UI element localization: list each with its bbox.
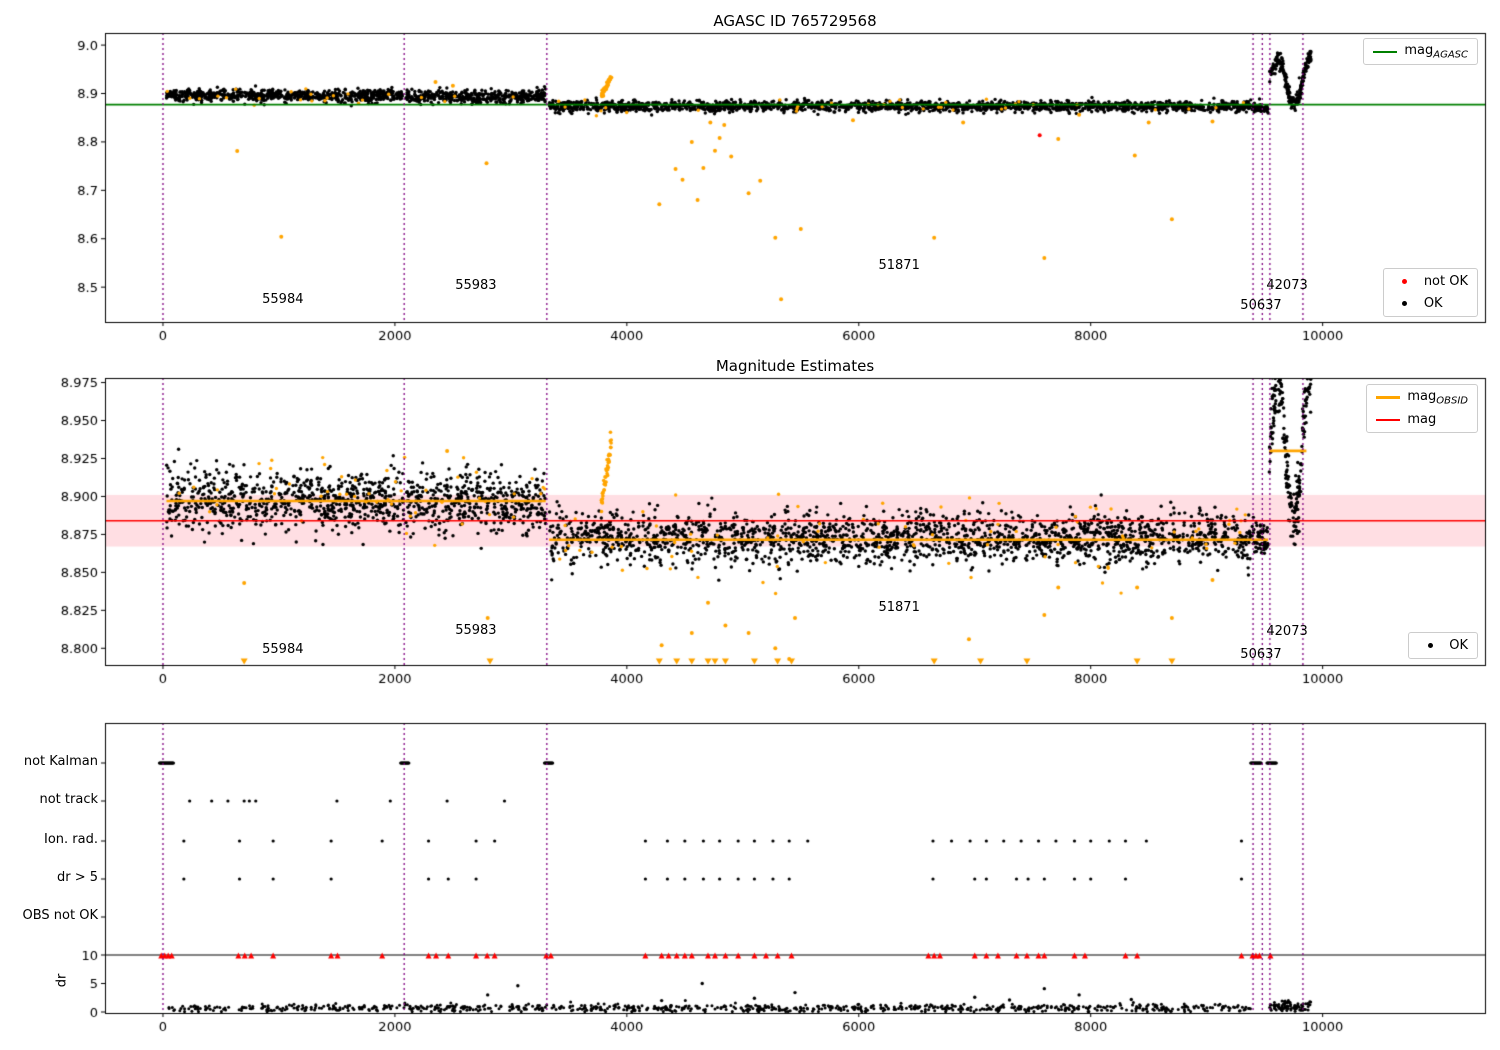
legend-label-mag: mag xyxy=(1407,412,1437,427)
obsid-label: 55984 xyxy=(262,292,304,308)
legend-ok-only: OK xyxy=(1408,632,1478,659)
ok-marker-sample-2 xyxy=(1418,643,1442,648)
legend-entry-not-ok: not OK xyxy=(1393,273,1468,290)
legend-mag-obsid: magOBSID mag xyxy=(1366,384,1478,433)
obsid-label: 42073 xyxy=(1266,278,1308,294)
obsid-label: 42073 xyxy=(1266,624,1308,640)
obsid-label: 50637 xyxy=(1240,646,1282,662)
legend-mag-agasc: magAGASC xyxy=(1363,38,1478,65)
obsid-label: 51871 xyxy=(878,599,920,615)
obsid-label: 50637 xyxy=(1240,298,1282,314)
middle-plot-title: Magnitude Estimates xyxy=(715,357,875,375)
obsid-label: 55983 xyxy=(455,622,497,638)
legend-entry-mag-agasc: magAGASC xyxy=(1373,43,1468,60)
legend-label-not-ok: not OK xyxy=(1423,274,1468,289)
ok-dot-icon xyxy=(1402,301,1408,306)
ytick-not-track: not track xyxy=(39,792,98,807)
ok-dot-icon-2 xyxy=(1427,643,1433,648)
mag-line-sample xyxy=(1376,418,1401,421)
legend-entry-mag-obsid: magOBSID xyxy=(1376,389,1468,406)
obsid-label: 55983 xyxy=(455,278,497,294)
legend-entry-ok: OK xyxy=(1393,295,1468,312)
mag-obsid-line-sample xyxy=(1376,396,1401,399)
dr-axis-label: dr xyxy=(54,973,70,988)
legend-label-mag-obsid: magOBSID xyxy=(1407,388,1468,407)
not-ok-marker-sample xyxy=(1393,279,1417,284)
ytick-ion-rad: Ion. rad. xyxy=(44,832,98,847)
obsid-label: 51871 xyxy=(878,258,920,274)
ytick-not-kalman: not Kalman xyxy=(23,754,98,769)
mag-agasc-line-sample xyxy=(1373,50,1398,53)
legend-label-mag-agasc: magAGASC xyxy=(1404,42,1468,61)
obsid-label: 55984 xyxy=(262,642,304,658)
legend-entry-ok2: OK xyxy=(1418,637,1468,654)
legend-label-ok2: OK xyxy=(1449,638,1468,653)
legend-label-ok: OK xyxy=(1423,296,1443,311)
not-ok-dot-icon xyxy=(1402,279,1408,284)
ytick-dr-gt-5: dr > 5 xyxy=(56,870,98,885)
top-plot-title: AGASC ID 765729568 xyxy=(713,12,877,30)
legend-entry-mag: mag xyxy=(1376,411,1468,428)
ok-marker-sample xyxy=(1393,301,1417,306)
legend-ok-notok: not OK OK xyxy=(1382,268,1478,317)
ytick-obs-not-ok: OBS not OK xyxy=(22,908,99,923)
